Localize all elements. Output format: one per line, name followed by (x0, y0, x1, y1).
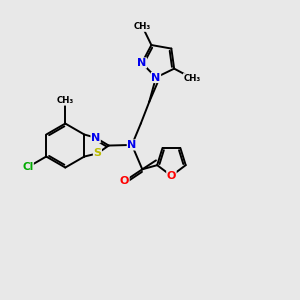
Text: N: N (127, 140, 136, 150)
Text: N: N (91, 133, 100, 143)
Text: O: O (167, 171, 176, 181)
Text: N: N (151, 73, 160, 82)
Text: CH₃: CH₃ (183, 74, 201, 82)
Text: CH₃: CH₃ (134, 22, 151, 32)
Text: Cl: Cl (22, 162, 33, 172)
Text: O: O (120, 176, 129, 186)
Text: S: S (93, 148, 101, 158)
Text: CH₃: CH₃ (57, 96, 74, 105)
Text: N: N (137, 58, 146, 68)
